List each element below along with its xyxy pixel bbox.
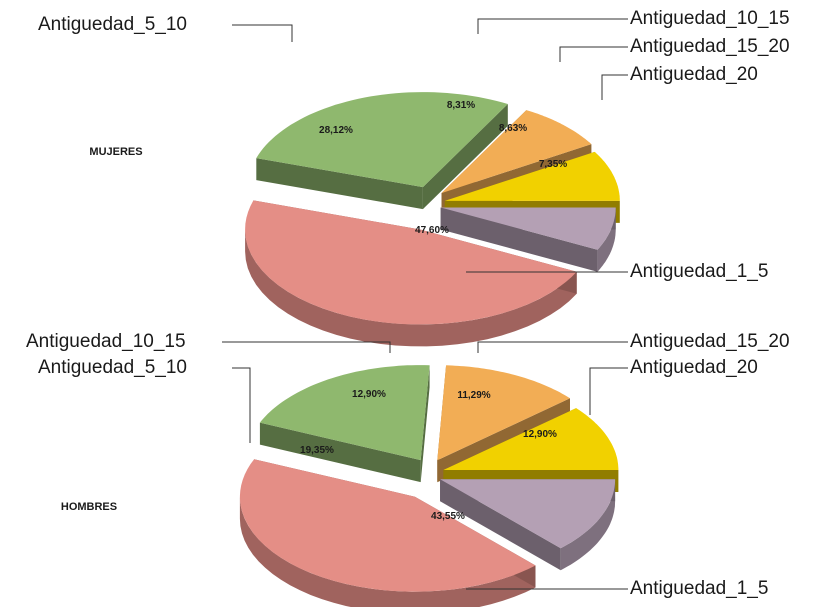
slice-wall-antiguedad-5-10 bbox=[422, 104, 508, 210]
slice-wall-antiguedad-5-10 bbox=[420, 365, 430, 483]
slice-value-antiguedad-1-5: 47,60% bbox=[415, 225, 449, 236]
group-title-mujeres: MUJERES bbox=[89, 146, 142, 158]
category-label-antiguedad-15-20: Antiguedad_15_20 bbox=[630, 36, 790, 57]
category-label-antiguedad-5-10: Antiguedad_5_10 bbox=[38, 14, 187, 35]
slice-value-antiguedad-15-20: 8,63% bbox=[499, 123, 527, 134]
slice-value-antiguedad-20: 7,35% bbox=[539, 159, 567, 170]
category-label-antiguedad-1-5: Antiguedad_1_5 bbox=[630, 261, 768, 282]
slice-value-antiguedad-5-10: 19,35% bbox=[300, 445, 334, 456]
leader-line-antiguedad-5-10 bbox=[232, 24, 293, 42]
category-label-antiguedad-1-5: Antiguedad_1_5 bbox=[630, 578, 768, 599]
slice-antiguedad-10-15 bbox=[437, 365, 570, 461]
pie-mujeres: 47,60% 28,12% 8,31% 8,63% 7,35% Antiguedad_1_… bbox=[38, 8, 790, 347]
category-label-antiguedad-5-10: Antiguedad_5_10 bbox=[38, 357, 187, 378]
slice-side-antiguedad-1-5 bbox=[239, 496, 536, 607]
slice-side-antiguedad-20 bbox=[560, 479, 616, 571]
slice-antiguedad-1-5 bbox=[245, 200, 577, 325]
slice-wall-antiguedad-5-10 bbox=[256, 158, 423, 210]
leader-line-antiguedad-20 bbox=[589, 367, 628, 415]
slice-value-antiguedad-1-5: 43,55% bbox=[431, 511, 465, 522]
group-title-hombres: HOMBRES bbox=[61, 501, 117, 513]
slice-antiguedad-15-20 bbox=[443, 408, 619, 470]
slice-side-antiguedad-20 bbox=[597, 207, 616, 272]
pie-hombres: 43,55% 19,35% 12,90% 11,29% 12,90% Antiguedad… bbox=[26, 331, 790, 607]
slice-value-antiguedad-10-15: 8,31% bbox=[447, 100, 475, 111]
slice-value-antiguedad-10-15: 12,90% bbox=[352, 389, 386, 400]
category-label-antiguedad-15-20: Antiguedad_15_20 bbox=[630, 331, 790, 352]
leader-line-antiguedad-20 bbox=[601, 74, 628, 100]
slice-value-antiguedad-20: 12,90% bbox=[523, 429, 557, 440]
slice-antiguedad-20 bbox=[440, 479, 616, 549]
leader-line-antiguedad-10-15 bbox=[222, 341, 391, 353]
slice-wall-antiguedad-20 bbox=[440, 207, 598, 272]
category-label-antiguedad-10-15: Antiguedad_10_15 bbox=[630, 8, 790, 29]
leader-line-antiguedad-15-20 bbox=[477, 341, 628, 353]
leader-line-antiguedad-10-15 bbox=[477, 18, 628, 34]
leader-line-antiguedad-5-10 bbox=[232, 367, 251, 443]
slice-side-antiguedad-1-5 bbox=[245, 229, 577, 347]
slice-wall-antiguedad-5-10 bbox=[259, 422, 421, 483]
slice-antiguedad-5-10 bbox=[259, 365, 430, 461]
category-label-antiguedad-20: Antiguedad_20 bbox=[630, 64, 758, 85]
slice-wall-antiguedad-20 bbox=[440, 479, 561, 571]
slice-value-antiguedad-15-20: 11,29% bbox=[457, 390, 490, 401]
slice-antiguedad-1-5 bbox=[239, 459, 536, 592]
slice-antiguedad-15-20 bbox=[444, 151, 620, 201]
slice-value-antiguedad-5-10: 28,12% bbox=[319, 125, 353, 136]
slice-antiguedad-5-10 bbox=[256, 92, 508, 188]
leader-line-antiguedad-15-20 bbox=[559, 46, 628, 62]
category-label-antiguedad-20: Antiguedad_20 bbox=[630, 357, 758, 378]
category-label-antiguedad-10-15: Antiguedad_10_15 bbox=[26, 331, 186, 352]
slice-antiguedad-10-15 bbox=[441, 110, 592, 194]
slice-antiguedad-20 bbox=[440, 207, 616, 250]
